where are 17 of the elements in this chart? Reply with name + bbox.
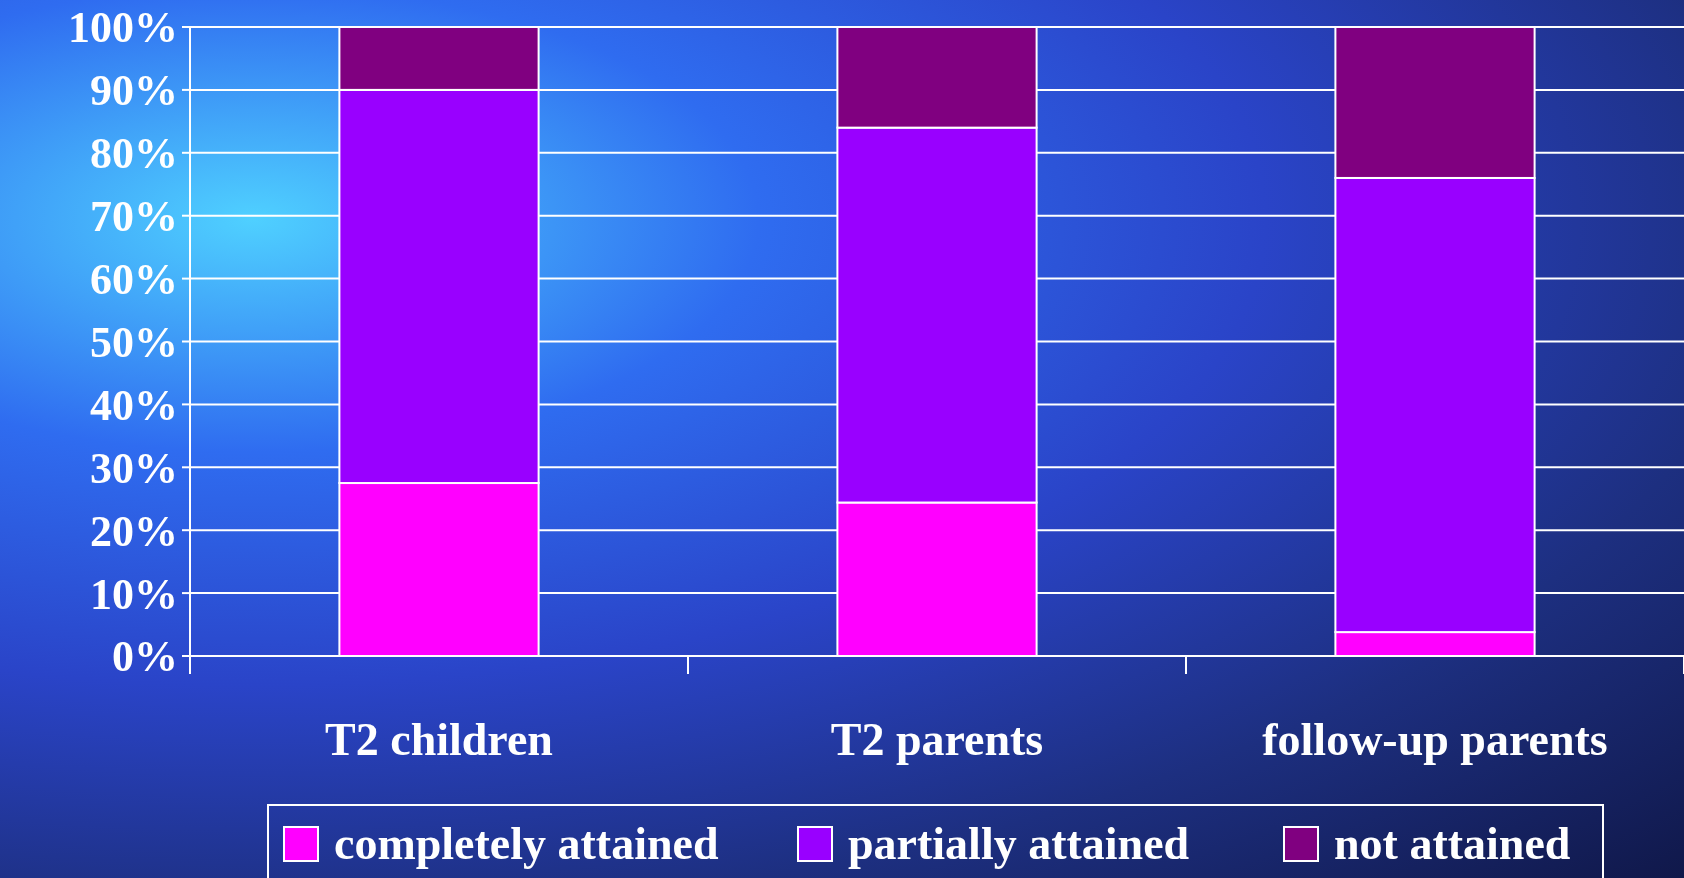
legend-label: not attained bbox=[1334, 818, 1571, 869]
y-tick-label: 60% bbox=[90, 255, 178, 304]
x-tick-label: T2 children bbox=[325, 714, 553, 765]
legend-label: completely attained bbox=[334, 818, 719, 869]
legend-label: partially attained bbox=[848, 818, 1190, 869]
y-tick-label: 40% bbox=[90, 380, 178, 430]
y-tick-label: 80% bbox=[90, 129, 178, 179]
x-tick-label: follow-up parents bbox=[1262, 714, 1608, 765]
y-tick-label: 70% bbox=[90, 192, 178, 242]
y-tick-label: 50% bbox=[90, 317, 178, 367]
y-tick-label: 30% bbox=[90, 443, 178, 493]
y-tick-label: 0% bbox=[112, 632, 178, 682]
x-tick-label: T2 parents bbox=[830, 714, 1044, 765]
y-tick-label: 90% bbox=[90, 66, 178, 116]
y-tick-label: 100% bbox=[68, 3, 178, 53]
y-tick-label: 10% bbox=[90, 569, 178, 619]
y-tick-label: 20% bbox=[90, 506, 178, 556]
